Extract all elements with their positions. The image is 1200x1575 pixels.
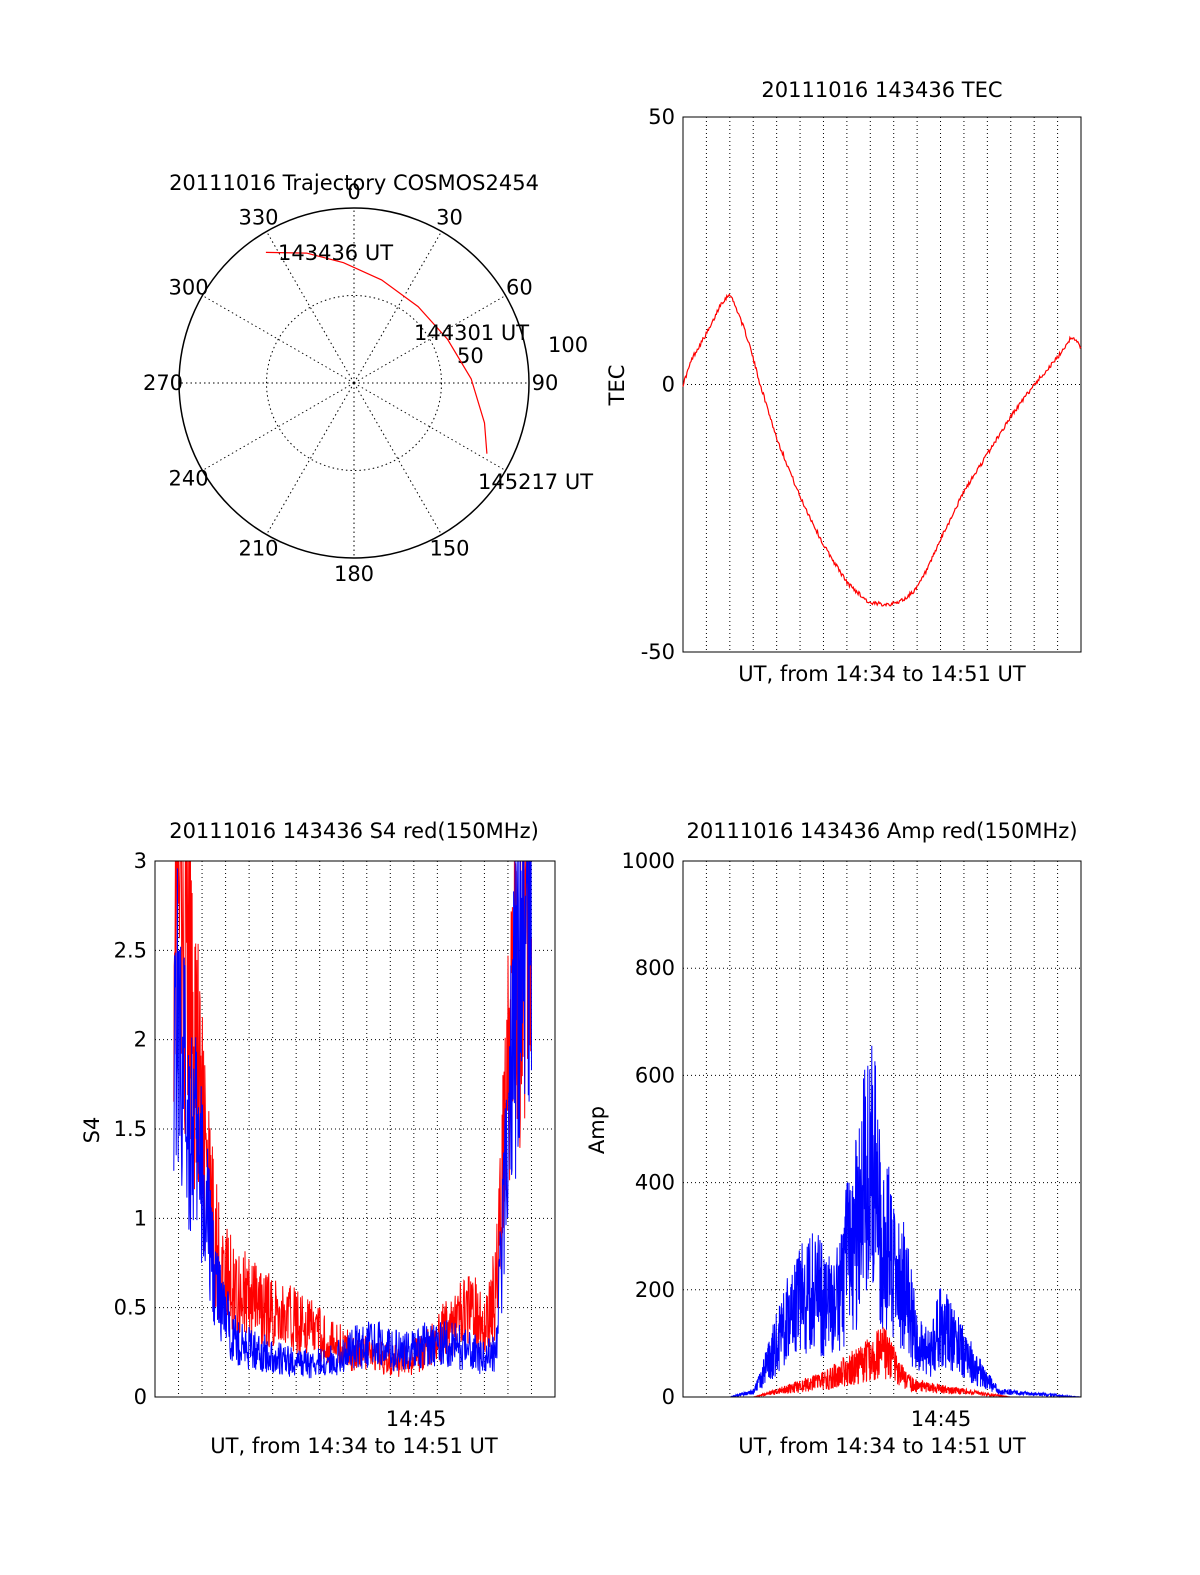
ytick-label: 400: [635, 1171, 675, 1195]
polar-angle-label: 180: [334, 562, 374, 586]
tec-ylabel: TEC: [605, 365, 629, 407]
polar-grid: [178, 207, 530, 559]
polar-trajectory-panel: 20111016 Trajectory COSMOS2454 0 30 60 90 15…: [143, 171, 593, 586]
polar-spoke: [202, 382, 355, 471]
ytick-label: -50: [641, 640, 675, 664]
series-line: [173, 860, 532, 1377]
polar-angle-label: 90: [532, 371, 559, 395]
trajectory-end-label: 145217 UT: [478, 470, 593, 494]
series-line: [683, 1045, 1081, 1399]
s4-xtick-1445: 14:45: [386, 1407, 447, 1431]
polar-angle-label: 150: [429, 536, 469, 560]
s4-xlabel: UT, from 14:34 to 14:51 UT: [210, 1434, 498, 1458]
ytick-label: 1: [134, 1206, 147, 1230]
ytick-label: 0: [662, 1385, 675, 1409]
polar-angle-label: 0: [347, 180, 360, 204]
s4-panel: 20111016 143436 S4 red(150MHz) 0 0.5 1 1.5 2…: [80, 819, 556, 1458]
amp-yticks: 0 200 400 600 800 1000: [622, 849, 675, 1409]
polar-angle-label: 270: [143, 371, 183, 395]
polar-title: 20111016 Trajectory COSMOS2454: [169, 171, 539, 195]
tec-series: [682, 293, 1082, 608]
trajectory-start-label: 143436 UT: [278, 241, 393, 265]
polar-radius-label-50: 50: [457, 344, 484, 368]
amp-xlabel: UT, from 14:34 to 14:51 UT: [738, 1434, 1026, 1458]
tec-panel: 20111016 143436 TEC -50 0 50 UT, from 14:3…: [605, 78, 1082, 686]
s4-title: 20111016 143436 S4 red(150MHz): [169, 819, 539, 843]
amp-ylabel: Amp: [585, 1106, 609, 1154]
ytick-label: 0.5: [114, 1296, 147, 1320]
ytick-label: 2.5: [114, 938, 147, 962]
polar-radius-label-100: 100: [548, 333, 588, 357]
ytick-label: 0: [134, 1385, 147, 1409]
amp-title: 20111016 143436 Amp red(150MHz): [686, 819, 1077, 843]
ytick-label: 2: [134, 1028, 147, 1052]
polar-angle-label: 210: [238, 536, 278, 560]
s4-yticks: 0 0.5 1 1.5 2 2.5 3: [114, 849, 147, 1409]
amp-panel: 20111016 143436 Amp red(150MHz) 0 200 400 6…: [585, 819, 1082, 1458]
trajectory-mid-label: 144301 UT: [414, 321, 529, 345]
series-line: [682, 293, 1082, 608]
series-line: [173, 860, 532, 1379]
trajectory-line: [265, 251, 488, 454]
s4-series: [173, 860, 532, 1379]
ytick-label: 0: [662, 373, 675, 397]
s4-ylabel: S4: [80, 1117, 104, 1144]
ytick-label: 50: [648, 105, 675, 129]
polar-angle-label: 240: [169, 467, 209, 491]
amp-series: [683, 1045, 1081, 1399]
s4-axes-frame: [154, 860, 556, 1398]
ytick-label: 1.5: [114, 1117, 147, 1141]
tec-grid: [683, 117, 1081, 652]
tec-axes-frame: [682, 116, 1082, 653]
polar-angle-label: 330: [238, 206, 278, 230]
polar-inner-circle: [266, 295, 442, 471]
polar-outer-circle: [178, 207, 530, 559]
ytick-label: 1000: [622, 849, 675, 873]
ytick-label: 800: [635, 956, 675, 980]
tec-title: 20111016 143436 TEC: [761, 78, 1002, 102]
polar-angle-labels: 0 30 60 90 150 180 210 240 270 300 330: [143, 180, 558, 586]
amp-axes-frame: [682, 860, 1082, 1398]
polar-angle-label: 30: [436, 206, 463, 230]
ytick-label: 3: [134, 849, 147, 873]
ytick-label: 200: [635, 1278, 675, 1302]
polar-angle-label: 300: [169, 276, 209, 300]
tec-xlabel: UT, from 14:34 to 14:51 UT: [738, 662, 1026, 686]
polar-angle-label: 60: [506, 276, 533, 300]
series-line: [683, 1327, 1081, 1398]
polar-spoke: [266, 382, 355, 535]
tec-yticks: -50 0 50: [641, 105, 675, 664]
ytick-label: 600: [635, 1063, 675, 1087]
amp-xtick-1445: 14:45: [911, 1407, 972, 1431]
